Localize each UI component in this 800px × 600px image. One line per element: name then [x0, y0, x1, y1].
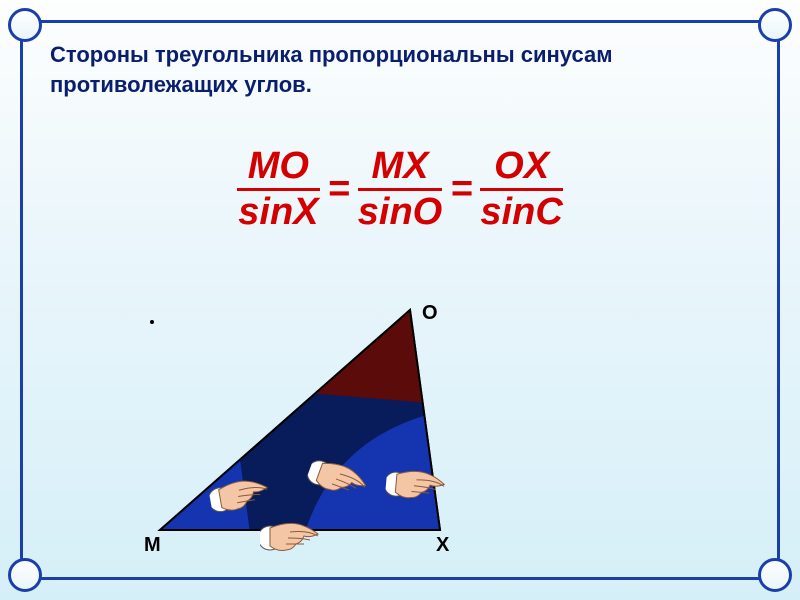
- denominator: sinC: [480, 191, 562, 234]
- pointing-hand-icon: [384, 459, 450, 511]
- slide-page: Стороны треугольника пропорциональны син…: [0, 0, 800, 600]
- fraction-0: MO sinX: [237, 145, 319, 234]
- numerator: MO: [237, 145, 319, 191]
- numerator: OX: [480, 145, 562, 191]
- corner-circle-icon: [758, 558, 792, 592]
- corner-circle-icon: [8, 558, 42, 592]
- law-of-sines-formula: MO sinX= MX sinO= OX sinC: [0, 145, 800, 234]
- theorem-title: Стороны треугольника пропорциональны син…: [50, 40, 750, 99]
- fraction-2: OX sinC: [480, 145, 562, 234]
- equals-sign: =: [328, 168, 350, 211]
- vertex-label-m: M: [144, 534, 161, 557]
- denominator: sinX: [237, 191, 319, 234]
- numerator: MX: [358, 145, 442, 191]
- denominator: sinO: [358, 191, 442, 234]
- pointing-hand-icon: [260, 514, 322, 561]
- corner-circle-icon: [8, 8, 42, 42]
- triangle-svg: [140, 300, 540, 560]
- vertex-label-o: O: [422, 302, 438, 325]
- fraction-1: MX sinO: [358, 145, 442, 234]
- corner-circle-icon: [758, 8, 792, 42]
- vertex-label-x: X: [436, 534, 449, 557]
- triangle-diagram: O M X: [140, 300, 540, 560]
- equals-sign: =: [450, 168, 472, 211]
